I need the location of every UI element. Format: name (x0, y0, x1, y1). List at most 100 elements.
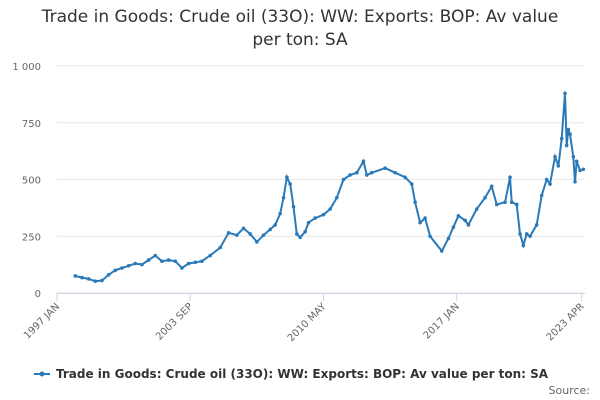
point (281, 195, 286, 200)
point (80, 275, 84, 280)
point (428, 234, 432, 239)
point (494, 202, 499, 207)
point (273, 223, 277, 227)
series-line (75, 93, 584, 283)
point (291, 204, 296, 209)
point (200, 259, 204, 264)
point (235, 233, 239, 237)
point (489, 184, 494, 189)
point (86, 277, 91, 281)
point (563, 91, 567, 96)
point (173, 259, 178, 264)
point (160, 259, 164, 264)
point (335, 195, 339, 200)
point (508, 175, 512, 180)
point (559, 136, 564, 141)
legend-marker (39, 371, 45, 377)
point (581, 167, 586, 172)
point (574, 159, 579, 164)
point (348, 173, 352, 177)
point (285, 175, 289, 180)
point (218, 245, 223, 250)
point (571, 155, 576, 159)
point (413, 200, 417, 204)
point (456, 214, 461, 218)
point (303, 229, 307, 234)
point (518, 232, 522, 236)
point (140, 262, 144, 267)
point (100, 278, 104, 283)
point (544, 177, 549, 182)
point (566, 127, 571, 132)
point (539, 193, 544, 198)
source: Source: (549, 384, 591, 397)
x-tick-label: 2017 JAN (422, 301, 462, 341)
point (133, 261, 138, 266)
point (186, 261, 191, 266)
point (93, 279, 98, 283)
point (524, 232, 529, 236)
point (328, 207, 332, 211)
point (278, 211, 282, 216)
point (564, 143, 569, 148)
point (418, 220, 422, 225)
x-tick-label: 2023 APR (545, 301, 587, 343)
point (466, 223, 471, 227)
point (321, 212, 326, 217)
y-tick-label: 750 (22, 119, 41, 130)
point (241, 226, 246, 231)
point (548, 182, 552, 186)
point (120, 266, 124, 270)
point (313, 216, 317, 220)
point (268, 227, 272, 232)
point (180, 266, 184, 270)
point (306, 220, 311, 225)
point (573, 179, 577, 184)
y-tick-label: 500 (22, 176, 41, 187)
point (463, 218, 467, 223)
point (226, 231, 231, 235)
point (393, 170, 397, 175)
point (474, 207, 479, 211)
x-tick-label: 2003 SEP (154, 301, 195, 342)
point (193, 260, 198, 265)
point (409, 182, 414, 186)
point (509, 200, 514, 204)
point (73, 274, 78, 278)
point (153, 253, 158, 258)
point (403, 175, 407, 180)
y-tick-label: 1 000 (12, 62, 41, 73)
point (439, 249, 444, 253)
point (126, 263, 131, 268)
point (106, 273, 111, 277)
point (166, 258, 171, 262)
point (295, 232, 299, 236)
point (553, 155, 557, 159)
point (248, 232, 253, 236)
point (423, 216, 427, 220)
point (568, 132, 572, 136)
point (255, 240, 259, 244)
point (534, 223, 539, 227)
point (365, 173, 369, 177)
point (370, 170, 374, 175)
point (341, 177, 346, 182)
chart-title: Trade in Goods: Crude oil (33O): WW: Exp… (41, 7, 559, 50)
point (208, 253, 213, 258)
legend-label: Trade in Goods: Crude oil (33O): WW: Exp… (56, 367, 549, 381)
point (383, 166, 387, 170)
point (361, 159, 366, 164)
point (451, 225, 456, 229)
point (578, 168, 582, 173)
point (528, 234, 532, 239)
y-tick-label: 0 (35, 289, 41, 300)
point (113, 268, 118, 273)
point (355, 170, 359, 175)
x-tick-label: 1997 JAN (22, 301, 62, 341)
point (288, 182, 292, 186)
point (514, 202, 519, 207)
point (503, 200, 507, 204)
x-tick-label: 2010 MAY (286, 301, 329, 344)
